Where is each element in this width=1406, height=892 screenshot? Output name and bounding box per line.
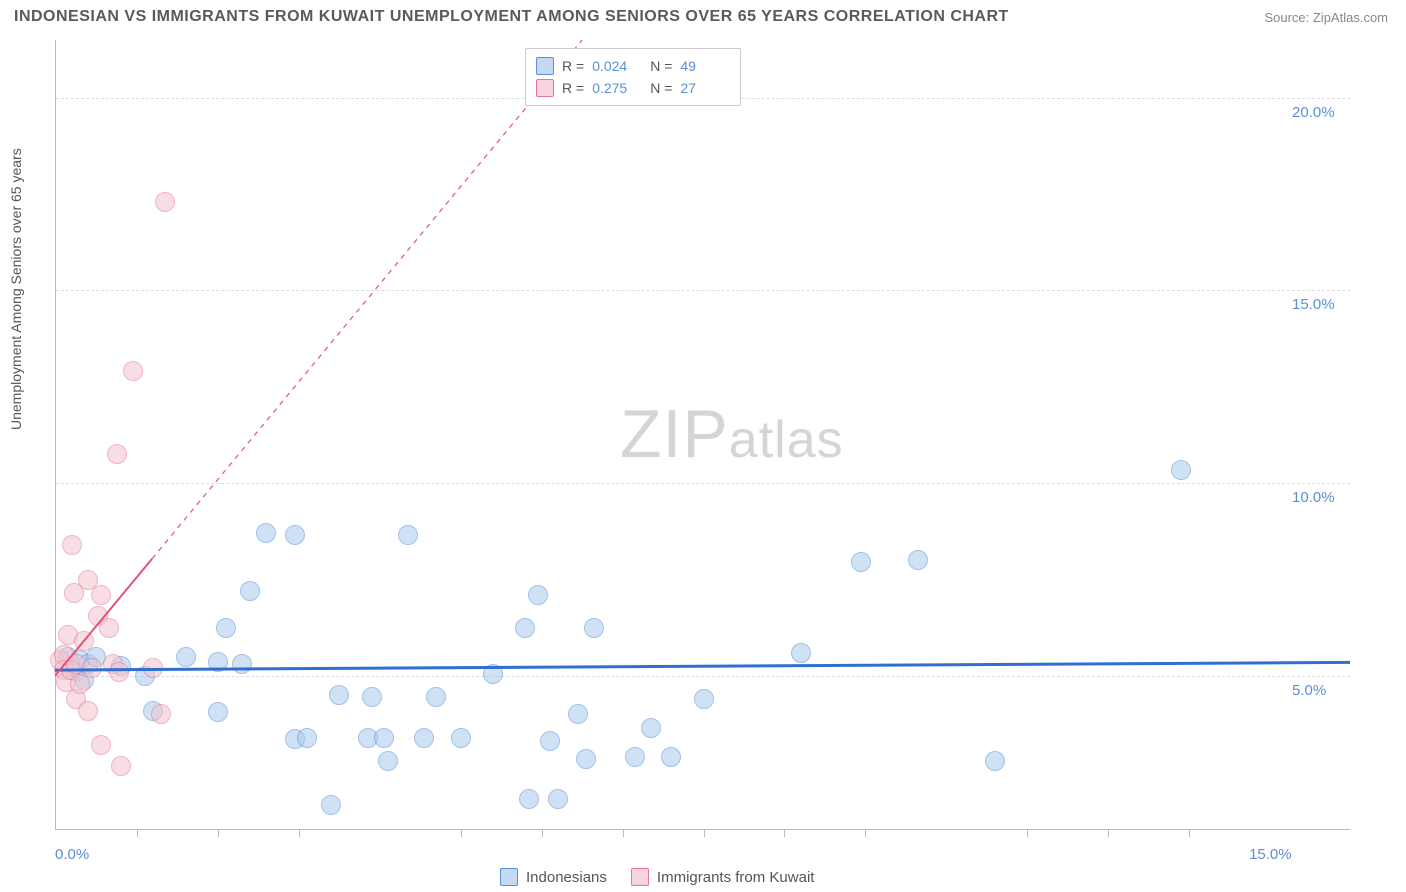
legend-series: Indonesians Immigrants from Kuwait (500, 868, 814, 886)
legend-swatch (536, 79, 554, 97)
data-point (78, 701, 98, 721)
data-point (111, 756, 131, 776)
grid-line (56, 676, 1350, 677)
y-tick-label: 20.0% (1292, 104, 1335, 121)
data-point (426, 687, 446, 707)
data-point (62, 535, 82, 555)
data-point (576, 749, 596, 769)
x-tick (461, 829, 462, 837)
data-point (143, 658, 163, 678)
legend-stats: R = 0.024 N = 49 R = 0.275 N = 27 (525, 48, 741, 106)
x-tick (1027, 829, 1028, 837)
x-tick (1189, 829, 1190, 837)
data-point (694, 689, 714, 709)
y-axis-title: Unemployment Among Seniors over 65 years (8, 148, 24, 430)
legend-n-value: 49 (680, 58, 730, 74)
data-point (109, 662, 129, 682)
data-point (985, 751, 1005, 771)
x-tick-label: 0.0% (55, 846, 89, 863)
y-tick-label: 5.0% (1292, 682, 1326, 699)
data-point (74, 631, 94, 651)
data-point (791, 643, 811, 663)
data-point (528, 585, 548, 605)
x-tick (137, 829, 138, 837)
data-point (107, 444, 127, 464)
legend-n-label: N = (650, 80, 672, 96)
x-tick (784, 829, 785, 837)
data-point (398, 525, 418, 545)
data-point (641, 718, 661, 738)
data-point (285, 525, 305, 545)
x-tick (218, 829, 219, 837)
grid-line (56, 483, 1350, 484)
data-point (208, 702, 228, 722)
x-tick (542, 829, 543, 837)
data-point (414, 728, 434, 748)
legend-series-item: Indonesians (500, 868, 607, 886)
data-point (151, 704, 171, 724)
legend-r-value: 0.275 (592, 80, 642, 96)
data-point (483, 664, 503, 684)
x-tick (299, 829, 300, 837)
data-point (321, 795, 341, 815)
data-point (540, 731, 560, 751)
legend-stat-row: R = 0.275 N = 27 (536, 77, 730, 99)
data-point (515, 618, 535, 638)
legend-series-label: Indonesians (526, 869, 607, 886)
legend-r-label: R = (562, 80, 584, 96)
data-point (584, 618, 604, 638)
legend-stat-row: R = 0.024 N = 49 (536, 55, 730, 77)
legend-r-label: R = (562, 58, 584, 74)
legend-r-value: 0.024 (592, 58, 642, 74)
data-point (908, 550, 928, 570)
legend-swatch (631, 868, 649, 886)
source-label: Source: ZipAtlas.com (1264, 10, 1388, 25)
y-tick-label: 10.0% (1292, 489, 1335, 506)
data-point (91, 735, 111, 755)
data-point (208, 652, 228, 672)
data-point (297, 728, 317, 748)
data-point (851, 552, 871, 572)
x-tick-label: 15.0% (1249, 846, 1292, 863)
data-point (99, 618, 119, 638)
data-point (155, 192, 175, 212)
data-point (625, 747, 645, 767)
plot-area (55, 40, 1350, 830)
chart-title: INDONESIAN VS IMMIGRANTS FROM KUWAIT UNE… (14, 8, 1009, 26)
data-point (374, 728, 394, 748)
x-tick (1108, 829, 1109, 837)
data-point (216, 618, 236, 638)
data-point (329, 685, 349, 705)
x-tick (704, 829, 705, 837)
grid-line (56, 290, 1350, 291)
legend-swatch (500, 868, 518, 886)
legend-series-item: Immigrants from Kuwait (631, 868, 815, 886)
y-tick-label: 15.0% (1292, 296, 1335, 313)
data-point (1171, 460, 1191, 480)
data-point (362, 687, 382, 707)
data-point (568, 704, 588, 724)
data-point (378, 751, 398, 771)
x-tick (623, 829, 624, 837)
data-point (548, 789, 568, 809)
data-point (661, 747, 681, 767)
data-point (256, 523, 276, 543)
data-point (91, 585, 111, 605)
data-point (176, 647, 196, 667)
legend-n-label: N = (650, 58, 672, 74)
data-point (82, 658, 102, 678)
data-point (123, 361, 143, 381)
data-point (240, 581, 260, 601)
legend-series-label: Immigrants from Kuwait (657, 869, 815, 886)
legend-swatch (536, 57, 554, 75)
legend-n-value: 27 (680, 80, 730, 96)
x-tick (865, 829, 866, 837)
data-point (232, 654, 252, 674)
data-point (451, 728, 471, 748)
data-point (519, 789, 539, 809)
